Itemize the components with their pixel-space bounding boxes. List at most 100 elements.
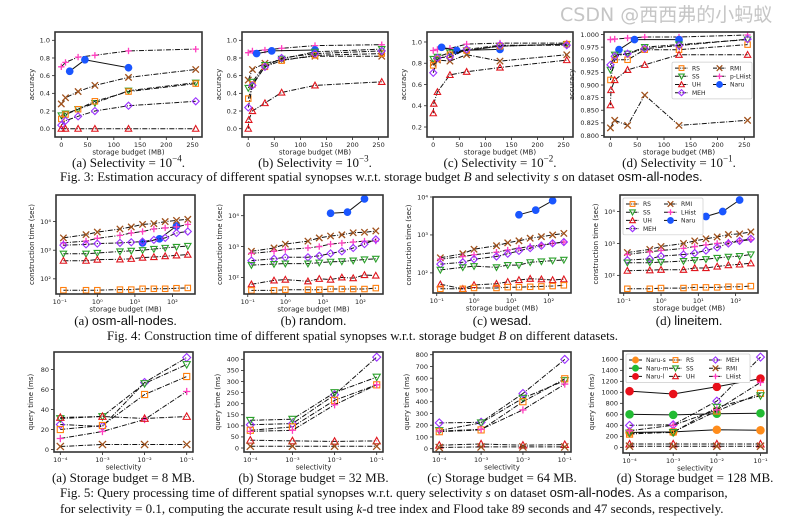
plot-area bbox=[245, 352, 382, 451]
marker-RMI bbox=[623, 121, 632, 130]
marker-RMI bbox=[496, 57, 504, 65]
marker-RMI bbox=[246, 442, 255, 451]
marker-UH bbox=[713, 262, 722, 270]
y-tick-label: 100 bbox=[227, 422, 239, 430]
marker-RMI bbox=[747, 228, 755, 236]
plot-area bbox=[57, 45, 200, 132]
series-line-SS bbox=[627, 254, 751, 264]
marker-MEH bbox=[360, 239, 369, 249]
marker-Naru-l bbox=[712, 382, 722, 392]
x-tick-label: 150 bbox=[134, 141, 146, 149]
marker-RMI bbox=[270, 244, 278, 252]
legend-entry: UH bbox=[675, 80, 701, 89]
series-line-MEH bbox=[247, 50, 382, 108]
marker-SS bbox=[183, 242, 192, 251]
marker-UH bbox=[281, 275, 290, 283]
x-tick-label: 10⁻⁴ bbox=[53, 456, 68, 464]
fig4-caption: Fig. 4: Construction time of different s… bbox=[107, 329, 618, 343]
marker-RS bbox=[56, 425, 64, 434]
legend-marker-LHist bbox=[712, 373, 719, 380]
marker-UH bbox=[735, 260, 744, 268]
marker-UH bbox=[349, 273, 358, 282]
caption-sup: −3 bbox=[359, 153, 369, 164]
marker-SS bbox=[436, 266, 445, 275]
marker-RS bbox=[446, 51, 454, 59]
x-tick-label: 10⁻² bbox=[327, 456, 342, 464]
marker-LHist bbox=[161, 224, 169, 232]
y-axis-label: query time (ms) bbox=[27, 374, 35, 431]
y-tick-label: 0.2 bbox=[227, 107, 237, 115]
marker-LHist bbox=[139, 228, 146, 235]
marker-UH bbox=[73, 124, 83, 132]
y-tick-label: 0.6 bbox=[40, 72, 50, 80]
marker-LHist bbox=[470, 251, 478, 258]
marker-p-LHist bbox=[624, 34, 631, 42]
y-tick-label: 200 bbox=[416, 422, 428, 430]
marker-MEH bbox=[329, 390, 340, 400]
marker-RMI bbox=[57, 100, 65, 108]
marker-RS bbox=[74, 105, 82, 113]
caption-sup: −1 bbox=[723, 153, 733, 164]
y-tick-label: 0.0 bbox=[227, 125, 237, 133]
marker-MEH bbox=[348, 243, 358, 253]
caption-text: for selectivity = 0.1, computing the acc… bbox=[60, 501, 357, 516]
legend-marker-UH bbox=[671, 372, 680, 380]
marker-Naru bbox=[360, 195, 369, 203]
y-tick-label: 1400 bbox=[601, 367, 618, 375]
marker-LHist bbox=[338, 239, 346, 247]
y-axis-label: query time (ms) bbox=[214, 374, 222, 431]
subplot-caption: (c) Selectivity = 10−2. bbox=[408, 154, 592, 170]
marker-SS bbox=[360, 256, 369, 264]
marker-RS bbox=[372, 284, 380, 292]
subplot-caption: (b) Storage budget = 32 MB. bbox=[222, 471, 406, 485]
marker-MEH bbox=[434, 418, 445, 428]
marker-RS bbox=[161, 285, 169, 293]
marker-MEH bbox=[337, 247, 347, 256]
marker-SS bbox=[713, 254, 722, 263]
marker-RMI bbox=[248, 65, 257, 74]
y-tick-label: 10⁴ bbox=[40, 218, 51, 226]
plot-frame bbox=[243, 351, 384, 453]
x-tick-label: 10¹ bbox=[693, 297, 704, 305]
y-tick-label: 500 bbox=[416, 386, 428, 394]
series-line-MEH bbox=[251, 238, 376, 262]
x-tick-label: 150 bbox=[685, 141, 697, 149]
marker-RMI bbox=[138, 220, 147, 229]
marker-SS bbox=[724, 253, 733, 262]
subplot-caption: (c) Storage budget = 64 MB. bbox=[410, 471, 594, 485]
series-line-SS bbox=[440, 259, 564, 271]
fig3-caption: Fig. 3: Estimation accuracy of different… bbox=[60, 170, 702, 184]
legend-entry: SS bbox=[675, 74, 700, 81]
marker-MEH bbox=[458, 258, 468, 267]
marker-UH bbox=[191, 124, 200, 132]
marker-RS bbox=[361, 285, 368, 293]
marker-Naru-m bbox=[756, 408, 765, 418]
marker-MEH bbox=[243, 103, 253, 112]
y-tick-label: 10³ bbox=[40, 247, 51, 255]
marker-MEH bbox=[428, 68, 438, 78]
marker-RMI bbox=[756, 442, 765, 451]
x-tick-label: 150 bbox=[320, 141, 332, 149]
plot-frame bbox=[426, 31, 574, 138]
series-line-MEH bbox=[439, 359, 566, 424]
marker-UH bbox=[623, 65, 632, 73]
marker-SS bbox=[735, 253, 744, 261]
caption-prefix: (b) Storage budget = 32 MB. bbox=[238, 470, 389, 485]
marker-LHist bbox=[270, 248, 278, 255]
marker-RS bbox=[338, 285, 346, 293]
series-line-RS bbox=[440, 284, 564, 290]
series-line-RMI bbox=[609, 94, 748, 129]
marker-RMI bbox=[560, 442, 569, 452]
marker-MEH bbox=[755, 352, 766, 362]
marker-SS bbox=[560, 377, 570, 386]
x-axis-label: selectivity bbox=[106, 464, 142, 472]
marker-UH bbox=[645, 265, 654, 274]
series-line-MEH bbox=[60, 357, 187, 428]
marker-LHist bbox=[282, 246, 289, 253]
marker-SS bbox=[269, 260, 279, 269]
x-tick-label: 150 bbox=[505, 141, 517, 149]
marker-UH bbox=[372, 436, 382, 445]
marker-MEH bbox=[191, 96, 200, 106]
y-tick-label: 50 bbox=[231, 433, 239, 441]
